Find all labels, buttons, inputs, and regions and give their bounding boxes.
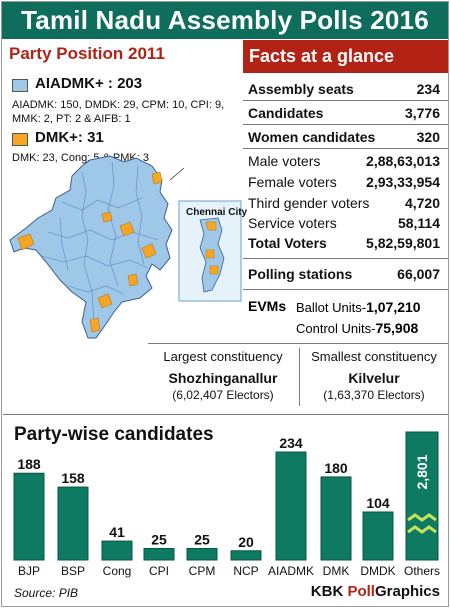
tamil-nadu-map: [9, 155, 185, 339]
value-label-ncp: 20: [238, 534, 254, 550]
fact-value: 58,114: [397, 215, 440, 231]
evm-label: EVMs: [248, 298, 287, 314]
facts-title: Facts at a glance: [243, 40, 448, 73]
value-label-dmk: 180: [324, 460, 348, 476]
divider: [3, 414, 448, 415]
value-label-cpm: 25: [194, 531, 210, 547]
control-units-label: Control Units-: [296, 321, 376, 336]
category-label-others: Others: [404, 564, 440, 578]
fact-label: Candidates: [248, 105, 324, 121]
bar-others: [405, 431, 439, 561]
party-position-title: Party Position 2011: [9, 44, 165, 63]
smallest-constituency: Smallest constituency Kilvelur (1,63,370…: [300, 349, 448, 402]
brand-b: Poll: [347, 583, 375, 600]
largest-constituency-name: Shozhinganallur: [168, 370, 278, 386]
fact-label: Polling stations: [248, 266, 353, 282]
page-title: Tamil Nadu Assembly Polls 2016: [2, 2, 448, 39]
fact-value: 3,776: [404, 105, 440, 121]
divider: [243, 100, 448, 101]
bar-cong: [101, 540, 133, 561]
state-outline: [9, 155, 173, 339]
value-label-bsp: 158: [61, 470, 85, 486]
category-label-dmdk: DMDK: [360, 564, 395, 578]
fact-label: Male voters: [248, 153, 321, 169]
evm-ballot-units: Ballot Units-1,07,210: [296, 299, 421, 315]
bar-cpm: [186, 547, 218, 561]
value-label-cpi: 25: [151, 531, 167, 547]
divider: [243, 289, 448, 290]
aiadmk-legend-swatch: [12, 79, 28, 92]
fact-value: 2,93,33,954: [366, 174, 440, 190]
chennai-inset: [178, 200, 242, 302]
smallest-constituency-name: Kilvelur: [348, 370, 400, 386]
brand-credit: KBK PollGraphics: [311, 583, 440, 600]
fact-label: Service voters: [248, 215, 337, 231]
largest-constituency: Largest constituency Shozhinganallur (6,…: [148, 349, 298, 402]
chennai-inset-label: Chennai City: [186, 207, 248, 218]
fact-value: 2,88,63,013: [366, 153, 440, 169]
bar-ncp: [230, 550, 262, 561]
fact-label: Total Voters: [248, 235, 327, 251]
source-note: Source: PIB: [14, 586, 79, 600]
bar-cpi: [143, 547, 175, 561]
constituency-divider: [299, 348, 300, 406]
fact-label: Female voters: [248, 174, 337, 190]
divider: [243, 258, 448, 259]
bar-bjp: [13, 472, 45, 561]
category-label-aiadmk: AIADMK: [268, 564, 314, 578]
smallest-constituency-electors: (1,63,370 Electors): [323, 388, 425, 402]
divider: [243, 124, 448, 125]
axis-break-mark-0: [407, 513, 437, 522]
fact-value: 5,82,59,801: [366, 235, 440, 251]
category-label-bsp: BSP: [61, 564, 85, 578]
category-label-cong: Cong: [103, 564, 132, 578]
divider: [148, 343, 448, 344]
category-label-bjp: BJP: [18, 564, 40, 578]
evm-control-units: Control Units-75,908: [296, 320, 418, 336]
aiadmk-legend-detail-1: AIADMK: 150, DMDK: 29, CPM: 10, CPI: 9,: [12, 99, 225, 111]
fact-label: Third gender voters: [248, 195, 370, 211]
fact-value: 4,720: [404, 195, 440, 211]
fact-label: Women candidates: [248, 129, 376, 145]
brand-a: KBK: [310, 583, 348, 600]
dmk-legend-swatch: [12, 133, 28, 146]
party-wise-candidates-chart: 188 BJP 158 BSP 41 Cong 25 CPI 25 CPM 20 NCP 234 AIAD…: [13, 431, 440, 578]
value-label-bjp: 188: [17, 456, 41, 472]
largest-constituency-electors: (6,02,407 Electors): [172, 388, 274, 402]
chart-title: Party-wise candidates: [14, 424, 214, 445]
aiadmk-legend-label: AIADMK+ : 203: [35, 75, 143, 92]
value-label-dmdk: 104: [366, 495, 390, 511]
largest-constituency-heading: Largest constituency: [163, 349, 283, 364]
brand-c: Graphics: [374, 583, 440, 600]
fact-value: 66,007: [397, 266, 440, 282]
category-label-cpm: CPM: [189, 564, 216, 578]
bar-dmk: [320, 476, 352, 561]
bar-dmdk: [362, 511, 394, 561]
aiadmk-legend-detail-2: MMK: 2, PT: 2 & AIFB: 1: [12, 113, 131, 125]
category-label-cpi: CPI: [149, 564, 169, 578]
control-units-value: 75,908: [375, 320, 419, 336]
fact-value: 320: [416, 129, 440, 145]
value-label-aiadmk: 234: [279, 435, 303, 451]
ballot-units-label: Ballot Units-: [296, 300, 367, 315]
value-label-cong: 41: [109, 524, 125, 540]
value-label-others: 2,801: [414, 454, 430, 489]
smallest-constituency-heading: Smallest constituency: [311, 349, 437, 364]
ballot-units-value: 1,07,210: [366, 299, 421, 315]
bar-bsp: [57, 486, 89, 561]
bar-aiadmk: [275, 451, 307, 561]
category-label-dmk: DMK: [323, 564, 350, 578]
fact-label: Assembly seats: [248, 81, 354, 97]
fact-value: 234: [416, 81, 440, 97]
dmk-legend-label: DMK+: 31: [35, 129, 104, 146]
divider: [243, 148, 448, 149]
category-label-ncp: NCP: [233, 564, 258, 578]
axis-break-mark-1: [407, 525, 437, 534]
